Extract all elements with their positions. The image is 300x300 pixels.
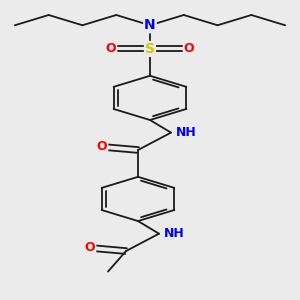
Text: NH: NH [164, 227, 184, 240]
Text: S: S [145, 42, 155, 56]
Text: O: O [184, 42, 194, 56]
Text: O: O [85, 242, 95, 254]
Text: O: O [106, 42, 116, 56]
Text: NH: NH [176, 126, 196, 139]
Text: N: N [144, 18, 156, 32]
Text: O: O [97, 140, 107, 153]
